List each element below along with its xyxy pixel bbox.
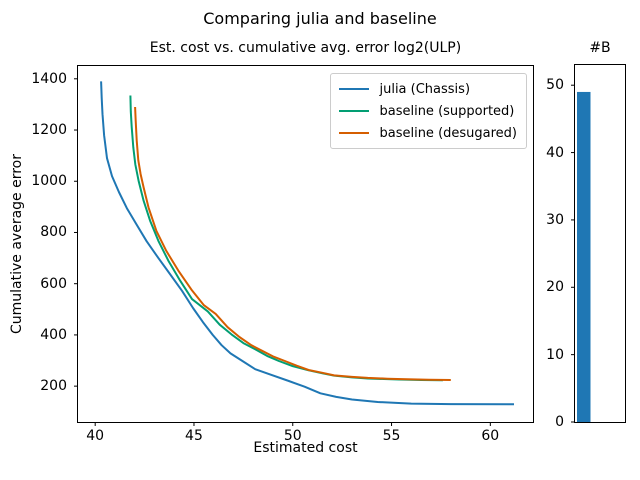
y-tick-label: 1000 xyxy=(31,173,67,190)
x-tick-label: 40 xyxy=(86,428,105,444)
figure-suptitle: Comparing julia and baseline xyxy=(203,9,437,28)
x-tick-label: 50 xyxy=(283,428,302,444)
series-line xyxy=(100,81,515,406)
bar-chart-canvas xyxy=(571,84,591,423)
line-chart-axes: julia (Chassis) baseline (supported) bas… xyxy=(74,65,534,426)
series-line xyxy=(134,106,451,381)
y-tick-label: 30 xyxy=(546,211,564,228)
line-chart-title: Est. cost vs. cumulative avg. error log2… xyxy=(149,40,462,56)
y-tick-label: 1200 xyxy=(31,122,67,139)
y-tick-label: 0 xyxy=(555,414,564,430)
julia-line-swatch xyxy=(339,88,370,90)
y-tick-label: 400 xyxy=(40,326,67,343)
line-chart-canvas xyxy=(74,78,515,426)
bar xyxy=(577,91,591,423)
legend-label-julia: julia (Chassis) xyxy=(379,81,471,97)
bar-chart-axes xyxy=(571,64,626,423)
x-tick-label: 45 xyxy=(185,428,203,444)
legend-item-julia: julia (Chassis) xyxy=(339,78,517,100)
y-tick-label: 200 xyxy=(40,378,67,395)
bar-chart-title: #B xyxy=(589,40,611,56)
x-tick-label: 60 xyxy=(481,428,500,444)
legend-item-baseline-desugared: baseline (desugared) xyxy=(339,122,517,144)
y-tick-label: 50 xyxy=(546,77,564,94)
y-tick-label: 600 xyxy=(40,275,67,292)
y-tick-label: 20 xyxy=(546,279,564,296)
y-tick-label: 40 xyxy=(546,144,564,161)
legend-label-baseline-desugared: baseline (desugared) xyxy=(379,125,517,141)
legend-item-baseline-supported: baseline (supported) xyxy=(339,100,517,122)
y-tick-label: 1400 xyxy=(31,70,67,87)
baseline-supported-line-swatch xyxy=(339,110,370,112)
legend: julia (Chassis) baseline (supported) bas… xyxy=(330,73,527,149)
y-tick-label: 10 xyxy=(546,346,564,363)
legend-label-baseline-supported: baseline (supported) xyxy=(379,103,515,119)
x-tick-label: 55 xyxy=(382,428,401,444)
x-axis-label: Estimated cost xyxy=(253,440,358,456)
y-tick-label: 800 xyxy=(40,224,67,241)
baseline-desugared-line-swatch xyxy=(339,132,370,134)
